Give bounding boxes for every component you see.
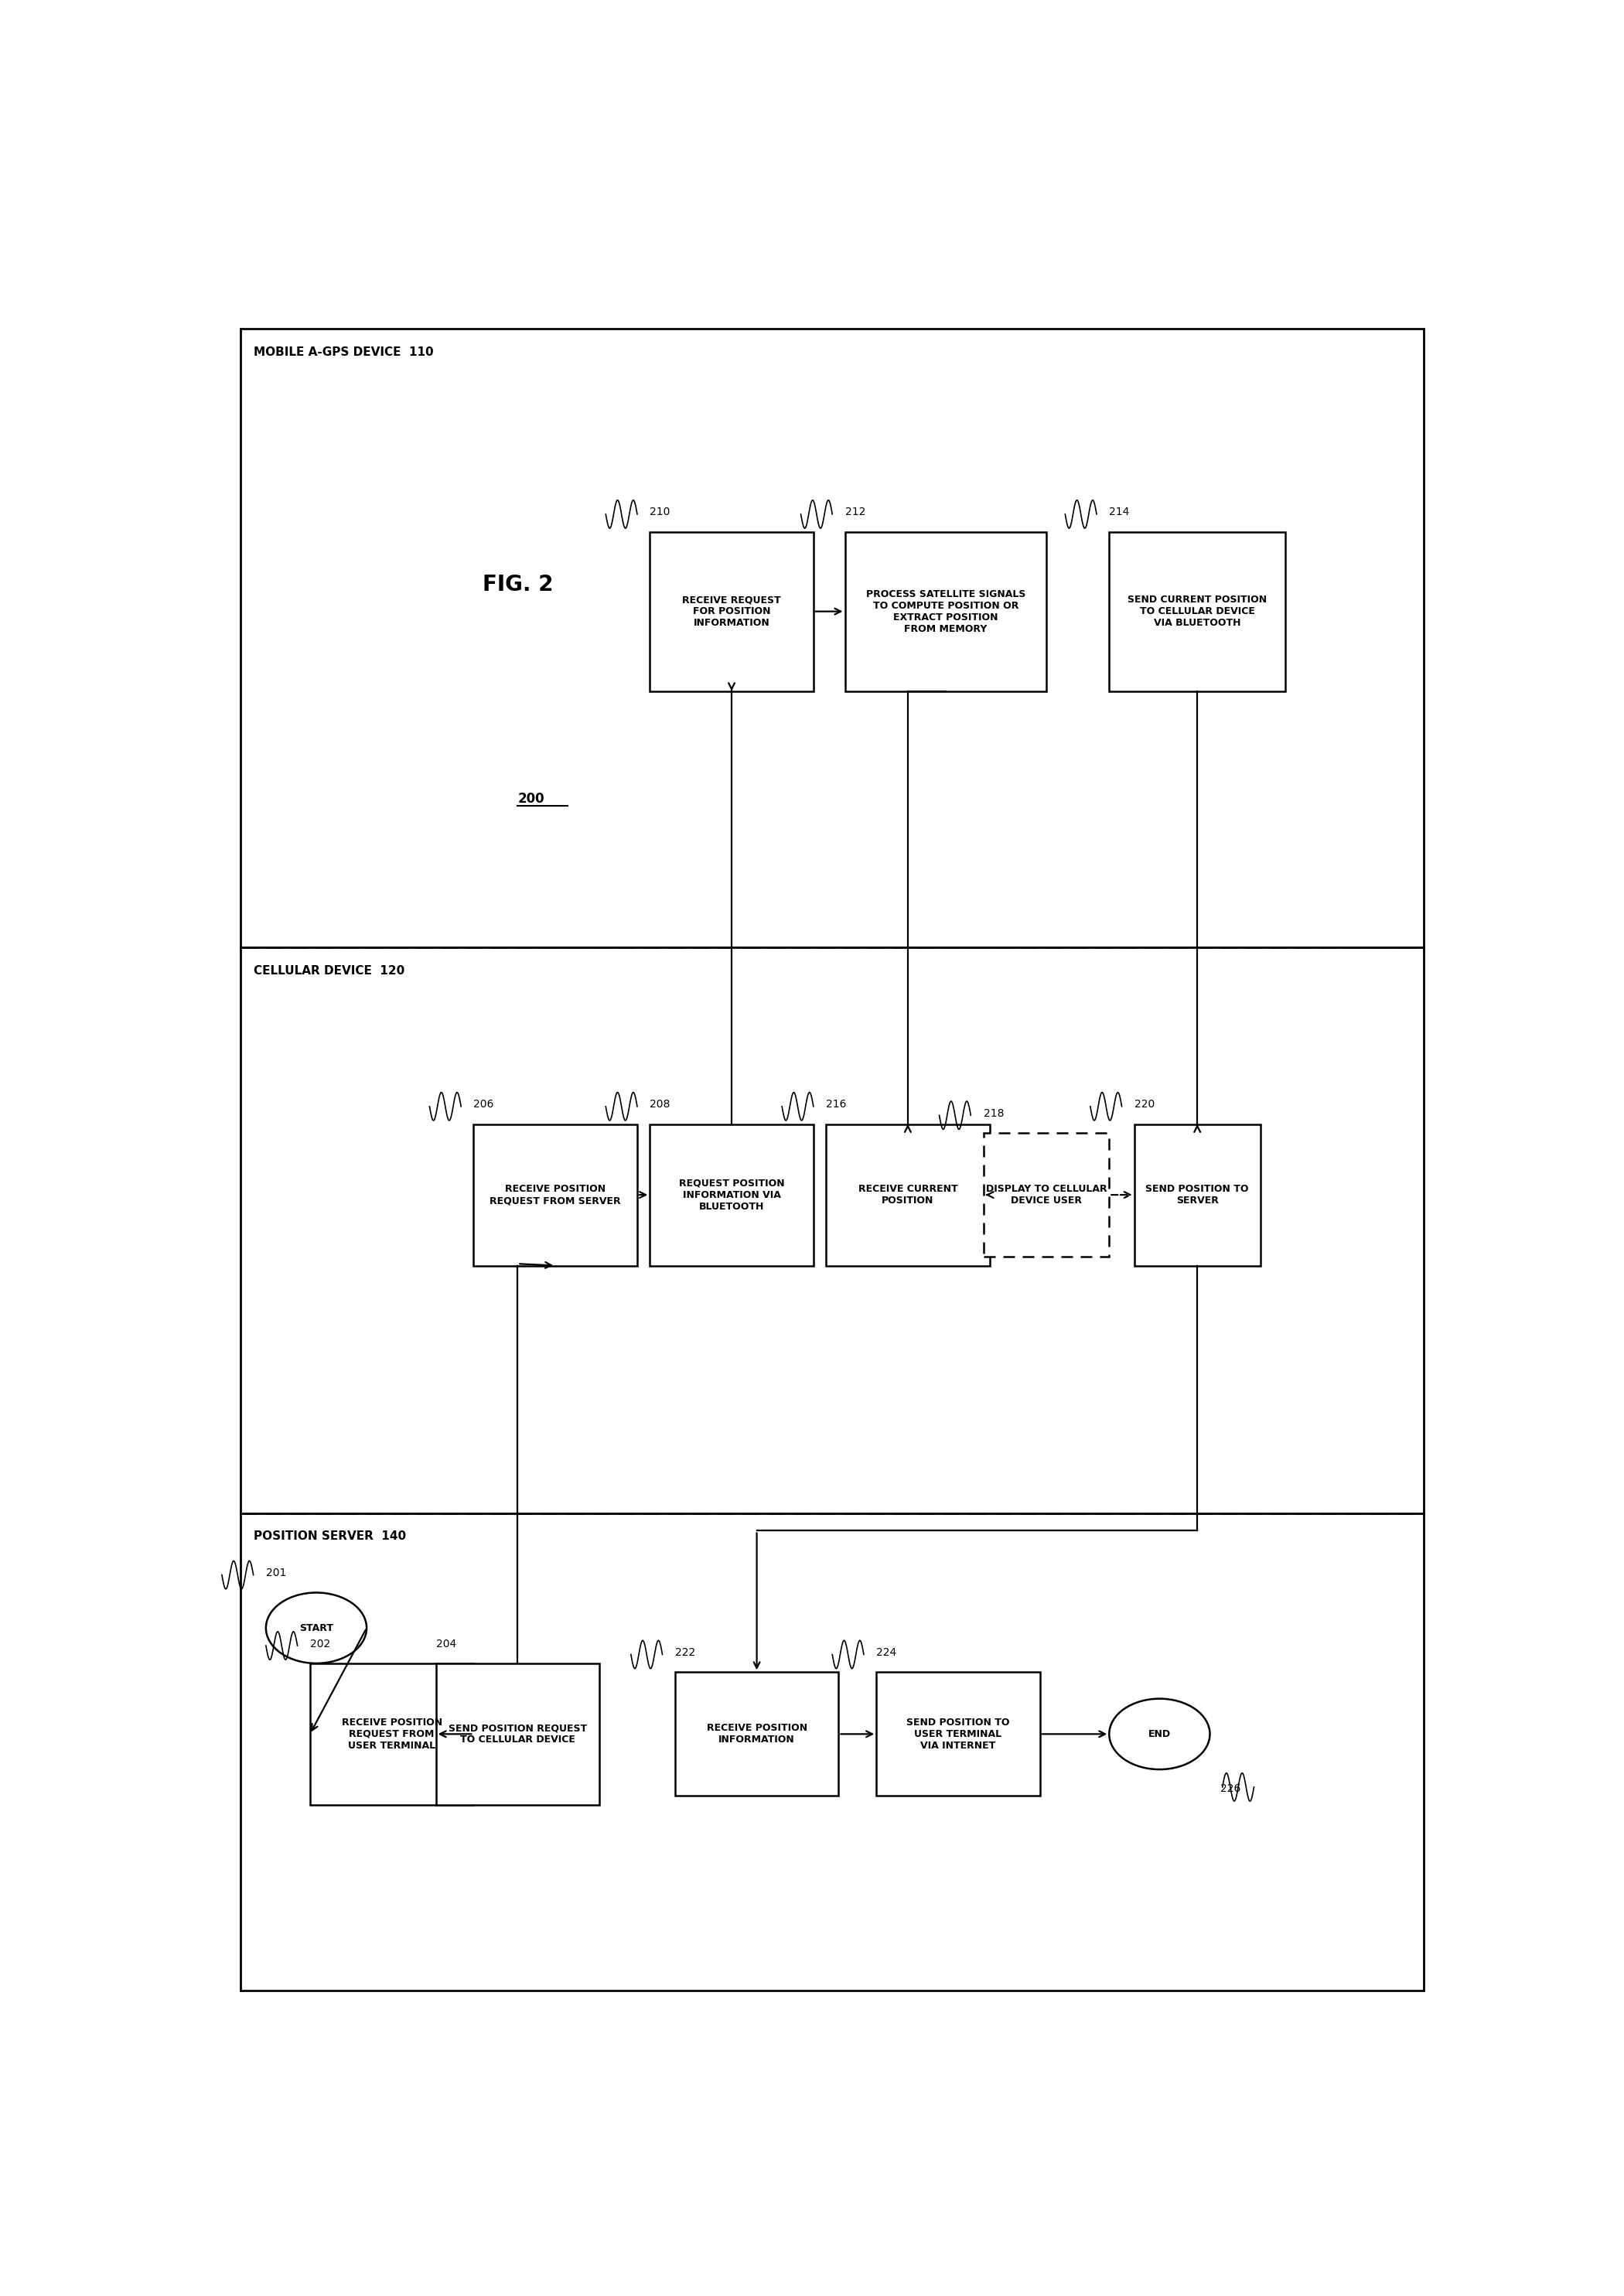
Text: 214: 214 [1109,507,1130,517]
Text: RECEIVE POSITION
REQUEST FROM SERVER: RECEIVE POSITION REQUEST FROM SERVER [490,1185,620,1205]
Bar [474,1125,637,1265]
Text: 220: 220 [1134,1100,1155,1109]
Bar [650,1125,814,1265]
Text: REQUEST POSITION
INFORMATION VIA
BLUETOOTH: REQUEST POSITION INFORMATION VIA BLUETOO… [679,1178,784,1212]
Bar [877,1671,1039,1795]
Text: RECEIVE POSITION
REQUEST FROM
USER TERMINAL: RECEIVE POSITION REQUEST FROM USER TERMI… [341,1717,442,1750]
Text: 208: 208 [650,1100,671,1109]
Ellipse shape [1109,1699,1210,1770]
Text: 206: 206 [474,1100,494,1109]
Text: 224: 224 [877,1646,896,1658]
Text: 210: 210 [650,507,671,517]
Text: SEND POSITION REQUEST
TO CELLULAR DEVICE: SEND POSITION REQUEST TO CELLULAR DEVICE [448,1724,586,1745]
Bar [983,1132,1109,1256]
Text: PROCESS SATELLITE SIGNALS
TO COMPUTE POSITION OR
EXTRACT POSITION
FROM MEMORY: PROCESS SATELLITE SIGNALS TO COMPUTE POS… [866,590,1025,634]
Bar [310,1662,474,1805]
Text: 218: 218 [983,1109,1004,1118]
Bar [435,1662,599,1805]
Text: DISPLAY TO CELLULAR
DEVICE USER: DISPLAY TO CELLULAR DEVICE USER [986,1185,1108,1205]
Text: 201: 201 [266,1568,286,1577]
Text: SEND POSITION TO
USER TERMINAL
VIA INTERNET: SEND POSITION TO USER TERMINAL VIA INTER… [906,1717,1010,1750]
Bar [240,1513,1424,1991]
Bar [844,533,1046,691]
Bar [676,1671,838,1795]
Text: RECEIVE CURRENT
POSITION: RECEIVE CURRENT POSITION [857,1185,958,1205]
Text: 202: 202 [310,1639,330,1649]
Text: CELLULAR DEVICE  120: CELLULAR DEVICE 120 [253,964,404,976]
Text: 204: 204 [435,1639,456,1649]
Bar [827,1125,989,1265]
Text: SEND POSITION TO
SERVER: SEND POSITION TO SERVER [1145,1185,1249,1205]
Text: RECEIVE POSITION
INFORMATION: RECEIVE POSITION INFORMATION [706,1724,807,1745]
Text: 216: 216 [827,1100,846,1109]
Text: END: END [1148,1729,1171,1738]
Bar [1109,533,1286,691]
Bar [240,948,1424,1513]
Ellipse shape [266,1593,367,1662]
Text: 212: 212 [844,507,866,517]
Text: 200: 200 [518,792,544,806]
Text: SEND CURRENT POSITION
TO CELLULAR DEVICE
VIA BLUETOOTH: SEND CURRENT POSITION TO CELLULAR DEVICE… [1127,595,1267,629]
Bar [650,533,814,691]
Bar [1134,1125,1260,1265]
Text: RECEIVE REQUEST
FOR POSITION
INFORMATION: RECEIVE REQUEST FOR POSITION INFORMATION [682,595,781,629]
Text: 222: 222 [676,1646,695,1658]
Text: FIG. 2: FIG. 2 [482,574,554,595]
Text: POSITION SERVER  140: POSITION SERVER 140 [253,1531,406,1543]
Text: 226: 226 [1220,1784,1241,1795]
Bar [240,328,1424,948]
Text: MOBILE A-GPS DEVICE  110: MOBILE A-GPS DEVICE 110 [253,347,434,358]
Text: START: START [299,1623,333,1632]
